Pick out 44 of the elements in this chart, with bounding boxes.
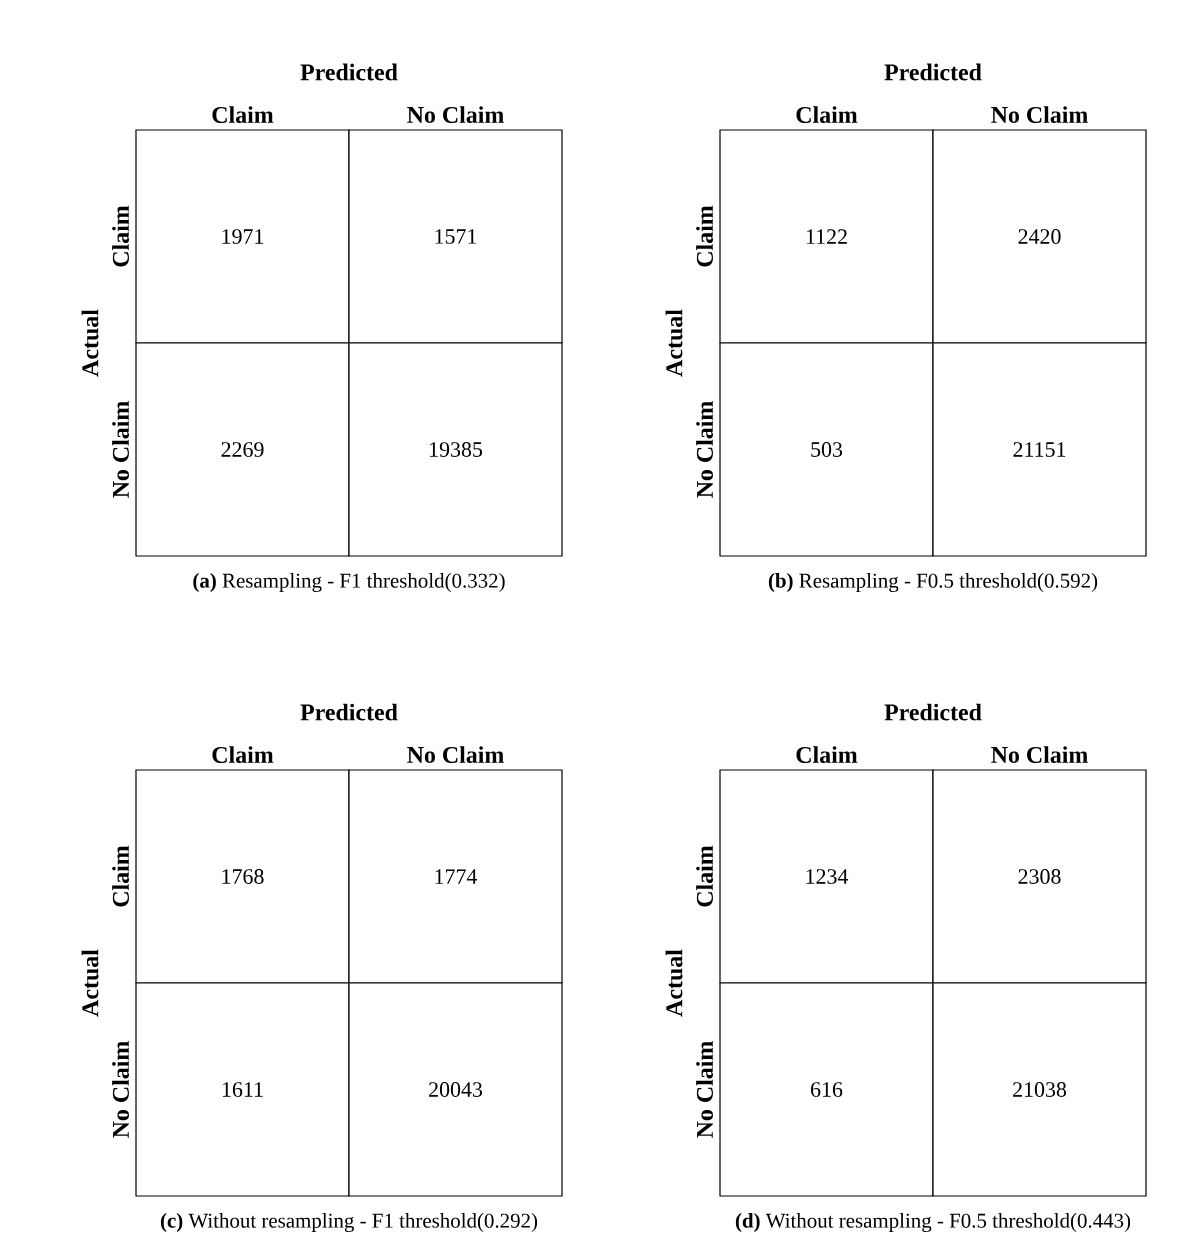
y-tick-label: Claim — [696, 205, 713, 267]
x-tick-label: No Claim — [407, 106, 504, 123]
x-tick-label: No Claim — [991, 106, 1088, 123]
text: (c) Without resampling - F1 threshold(0.292) — [160, 1213, 538, 1233]
y-axis-title: Actual — [665, 309, 683, 377]
x-axis-title: Predicted — [300, 63, 398, 81]
data-label: 503 — [811, 442, 843, 457]
y-axis-title: Actual — [665, 949, 683, 1017]
data-label: 1611 — [222, 1082, 263, 1097]
data-label: 2269 — [221, 442, 264, 457]
y-tick-label: Claim — [112, 845, 129, 907]
data-label: 21151 — [1013, 442, 1066, 457]
x-axis-title: Predicted — [884, 63, 982, 81]
x-tick-label: Claim — [796, 746, 858, 763]
data-label: 1774 — [435, 869, 478, 884]
text: (a) Resampling - F1 threshold(0.332) — [193, 573, 505, 593]
y-tick-label: No Claim — [696, 401, 713, 498]
x-tick-label: No Claim — [407, 746, 504, 763]
x-axis-title: Predicted — [884, 703, 982, 721]
text: (d) Without resampling - F0.5 threshold(0.443) — [735, 1213, 1131, 1233]
data-label: 616 — [811, 1082, 843, 1097]
data-label: 1122 — [806, 229, 847, 244]
data-label: 1768 — [222, 869, 264, 884]
y-tick-label: No Claim — [696, 1041, 713, 1138]
data-label: 2308 — [1018, 869, 1061, 884]
y-tick-label: No Claim — [112, 1041, 129, 1138]
y-axis-title: Actual — [81, 309, 99, 377]
y-axis-title: Actual — [81, 949, 99, 1017]
x-axis-title: Predicted — [300, 703, 398, 721]
data-label: 1234 — [806, 869, 849, 884]
x-tick-label: No Claim — [991, 746, 1088, 763]
y-tick-label: Claim — [696, 845, 713, 907]
text: (b) Resampling - F0.5 threshold(0.592) — [768, 573, 1098, 593]
y-tick-label: No Claim — [112, 401, 129, 498]
data-label: 20043 — [429, 1082, 483, 1097]
data-label: 19385 — [430, 442, 483, 457]
x-tick-label: Claim — [796, 106, 858, 123]
y-tick-label: Claim — [112, 205, 129, 267]
data-label: 1971 — [222, 229, 264, 244]
x-tick-label: Claim — [212, 106, 274, 123]
x-tick-label: Claim — [212, 746, 274, 763]
data-label: 1571 — [435, 229, 477, 244]
data-label: 21038 — [1013, 1082, 1067, 1097]
data-label: 2420 — [1018, 229, 1061, 244]
